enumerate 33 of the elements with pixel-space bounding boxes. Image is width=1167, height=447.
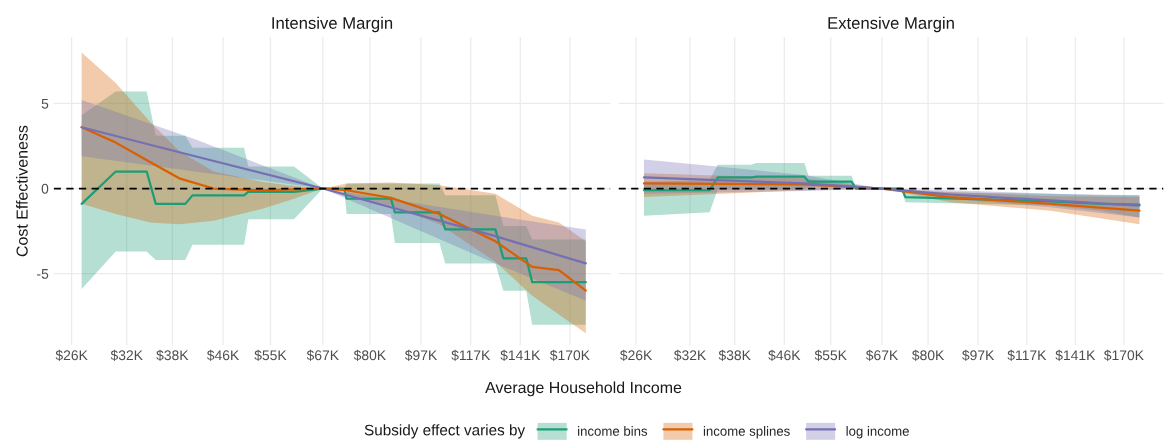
x-tick-label: $32K [110, 349, 143, 361]
legend-label: income splines [703, 426, 790, 439]
x-tick-label: $141K [1055, 349, 1096, 361]
x-tick-label: $141K [500, 349, 541, 361]
x-tick-label: $32K [673, 349, 707, 361]
x-tick-label: $55K [814, 349, 847, 361]
x-tick-label: $38K [718, 349, 751, 361]
x-tick-label: $170K [549, 349, 590, 361]
x-tick-label: $67K [306, 349, 339, 361]
x-tick-label: $46K [206, 349, 240, 361]
x-tick-label: $80K [912, 349, 945, 361]
x-tick-label: $26K [620, 349, 653, 361]
y-tick-label: 5 [41, 98, 49, 109]
y-tick-label: -5 [37, 269, 49, 279]
x-tick-label: $80K [353, 349, 386, 361]
x-tick-label: $117K [451, 349, 491, 361]
y-tick-label: 0 [41, 183, 49, 194]
x-tick-label: $26K [55, 349, 88, 361]
x-tick-label: $67K [865, 349, 899, 361]
y-axis-title: Cost Effectiveness [16, 125, 28, 257]
chart-title: Extensive Margin [828, 16, 954, 33]
x-tick-label: $170K [1103, 349, 1144, 361]
x-tick-label: $117K [1007, 349, 1047, 361]
x-tick-label: $97K [404, 349, 438, 361]
x-tick-label: $46K [768, 349, 801, 361]
chart-title: Intensive Margin [272, 16, 393, 33]
x-tick-label: $97K [962, 349, 995, 361]
legend-title: Subsidy effect varies by [364, 424, 526, 439]
legend-label: income bins [578, 426, 648, 436]
x-axis-title: Average Household Income [485, 381, 682, 397]
x-tick-label: $38K [156, 349, 189, 361]
x-tick-label: $55K [254, 349, 287, 361]
legend-label: log income [846, 426, 909, 439]
